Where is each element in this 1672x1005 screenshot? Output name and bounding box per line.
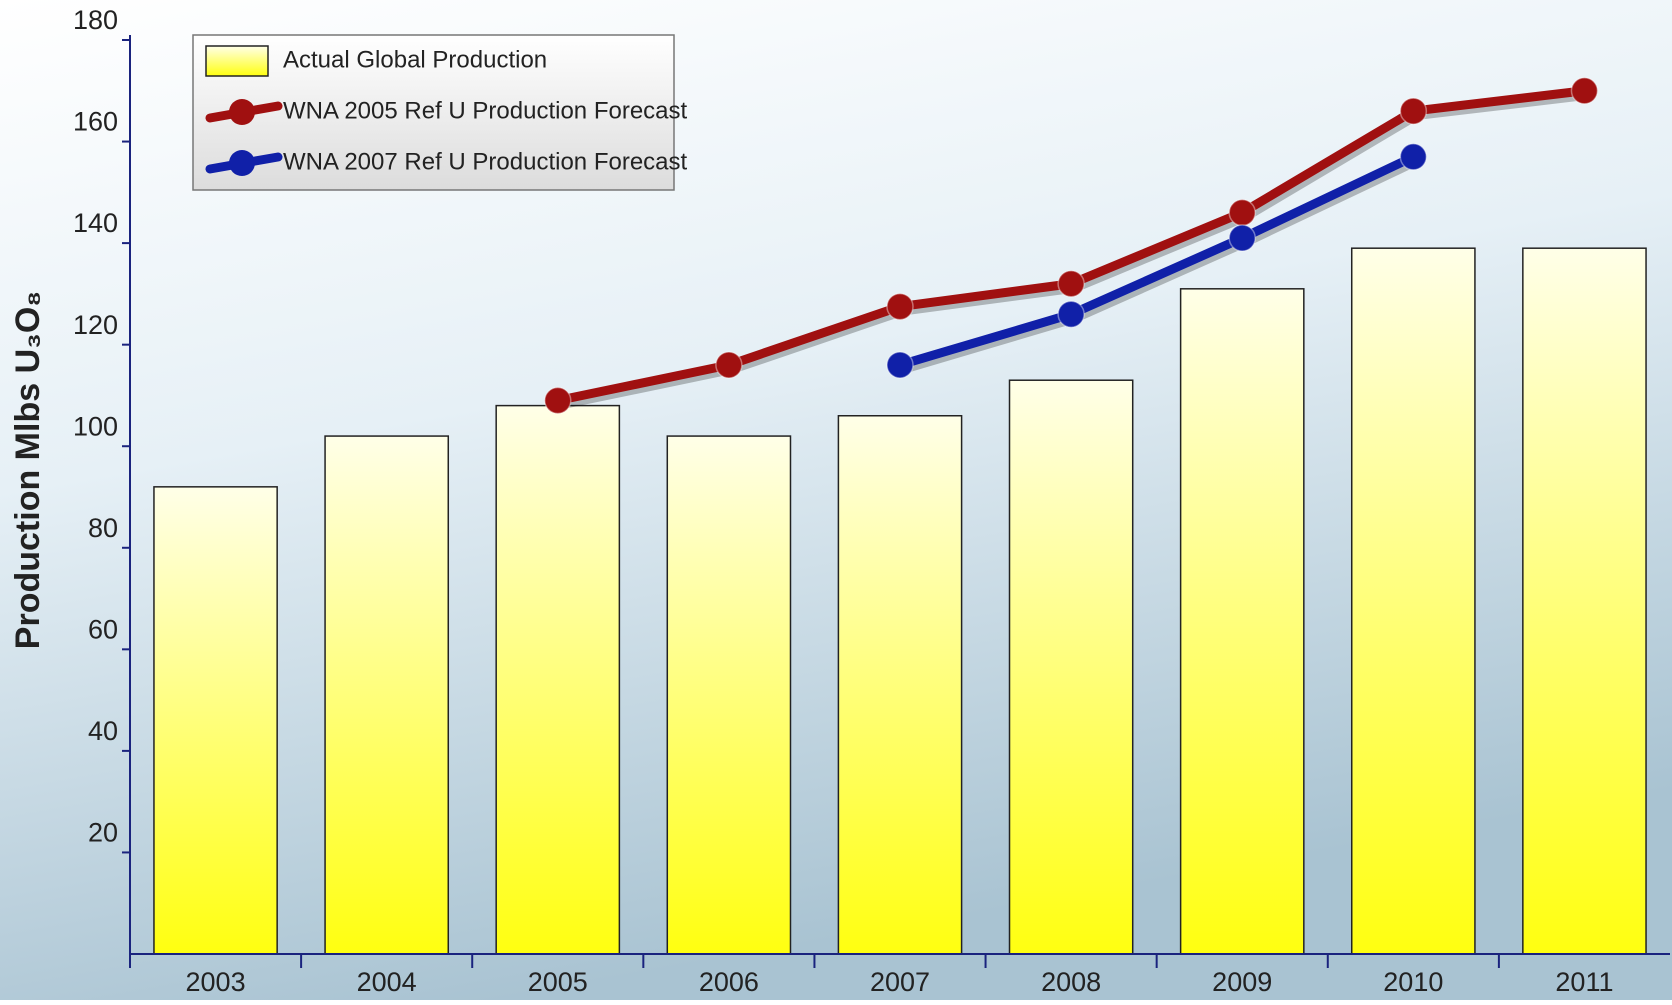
marker bbox=[1228, 224, 1256, 252]
legend bbox=[192, 34, 675, 191]
line bbox=[898, 152, 1416, 370]
y-tick-label: 100 bbox=[73, 411, 118, 441]
legend-label: Actual Global Production bbox=[283, 46, 547, 73]
marker bbox=[1057, 269, 1085, 298]
y-tick-label: 20 bbox=[88, 818, 118, 848]
x-tick-label: 2008 bbox=[1041, 967, 1101, 997]
legend-marker bbox=[229, 99, 255, 125]
bar bbox=[1008, 379, 1134, 955]
y-tick-label: 40 bbox=[88, 716, 118, 746]
bar bbox=[153, 486, 278, 955]
marker bbox=[1399, 143, 1428, 171]
legend-label: WNA 2007 Ref U Production Forecast bbox=[283, 148, 688, 175]
y-tick-label: 120 bbox=[73, 310, 118, 340]
marker bbox=[886, 292, 914, 321]
x-tick-label: 2010 bbox=[1383, 967, 1443, 997]
y-axis-label: Production Mlbs U₃O₈ bbox=[9, 291, 47, 649]
y-tick-label: 140 bbox=[73, 208, 118, 238]
bar bbox=[1350, 247, 1476, 955]
legend-marker bbox=[229, 150, 255, 176]
marker bbox=[1570, 77, 1599, 105]
marker bbox=[1057, 300, 1085, 328]
x-tick-label: 2006 bbox=[699, 967, 759, 997]
y-tick-label: 80 bbox=[88, 513, 118, 543]
marker bbox=[1399, 97, 1428, 125]
marker bbox=[1228, 198, 1256, 227]
bar bbox=[1179, 288, 1305, 955]
x-tick-label: 2004 bbox=[357, 967, 417, 997]
line-shadow bbox=[901, 156, 1419, 374]
legend-label: WNA 2005 Ref U Production Forecast bbox=[283, 97, 688, 124]
bar bbox=[666, 435, 792, 955]
bar bbox=[324, 435, 450, 955]
legend-swatch bbox=[205, 45, 269, 77]
marker bbox=[544, 386, 572, 415]
x-tick-label: 2011 bbox=[1555, 967, 1613, 997]
marker bbox=[715, 351, 743, 379]
bar bbox=[1522, 247, 1647, 955]
marker bbox=[886, 351, 914, 379]
bar bbox=[837, 415, 963, 955]
y-tick-label: 60 bbox=[88, 614, 118, 644]
x-tick-label: 2003 bbox=[186, 967, 246, 997]
x-tick-label: 2007 bbox=[870, 967, 930, 997]
bar bbox=[495, 404, 621, 955]
x-tick-label: 2005 bbox=[528, 967, 588, 997]
y-tick-label: 180 bbox=[73, 5, 118, 35]
x-tick-label: 2009 bbox=[1212, 967, 1272, 997]
y-tick-label: 160 bbox=[73, 107, 118, 137]
